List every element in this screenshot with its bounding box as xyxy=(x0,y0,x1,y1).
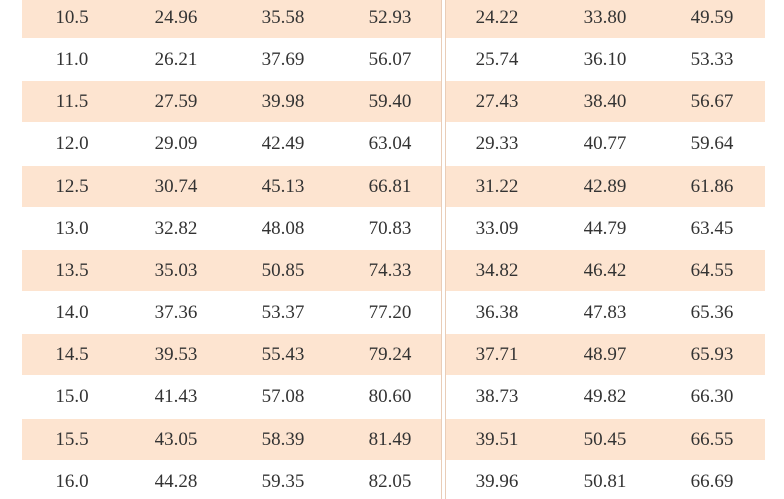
table-cell: 33.80 xyxy=(583,7,627,28)
table-cell: 59.64 xyxy=(690,133,734,155)
table-cell: 37.71 xyxy=(475,344,519,366)
table-cell: 29.33 xyxy=(475,133,519,155)
table-row: 15.0 41.43 57.08 80.60 38.73 49.82 66.30 xyxy=(22,376,765,417)
table-cell: 16.0 xyxy=(55,470,89,492)
table-cell: 55.43 xyxy=(261,344,305,366)
table-cell: 44.79 xyxy=(583,217,627,239)
table-cell: 38.73 xyxy=(475,386,519,408)
table-row: 16.0 44.28 59.35 82.05 39.96 50.81 66.69 xyxy=(22,461,765,499)
table-row: 11.0 26.21 37.69 56.07 25.74 36.10 53.33 xyxy=(22,39,765,80)
table-cell: 37.69 xyxy=(261,49,305,71)
table-row: 13.0 32.82 48.08 70.83 33.09 44.79 63.45 xyxy=(22,208,765,249)
table-row: 10.5 24.96 35.58 52.93 24.22 33.80 49.59 xyxy=(22,0,765,38)
table-cell: 38.40 xyxy=(583,91,627,113)
table-cell: 45.13 xyxy=(261,175,305,197)
table-cell: 50.81 xyxy=(583,470,627,492)
table-cell: 10.5 xyxy=(55,7,89,28)
table-cell: 66.55 xyxy=(690,428,734,450)
table-row: 14.5 39.53 55.43 79.24 37.71 48.97 65.93 xyxy=(22,334,765,376)
table-cell: 24.96 xyxy=(154,7,198,28)
table-cell: 39.53 xyxy=(154,344,198,366)
table-cell: 66.69 xyxy=(690,470,734,492)
table-cell: 41.43 xyxy=(154,386,198,408)
table-cell: 61.86 xyxy=(690,175,734,197)
table-cell: 33.09 xyxy=(475,217,519,239)
table-cell: 12.0 xyxy=(55,133,89,155)
table-cell: 36.38 xyxy=(475,302,519,324)
table-cell: 37.36 xyxy=(154,302,198,324)
table-cell: 49.59 xyxy=(690,7,734,28)
table-cell: 39.98 xyxy=(261,91,305,113)
table-cell: 14.5 xyxy=(55,344,89,366)
table-cell: 29.09 xyxy=(154,133,198,155)
table-row: 12.0 29.09 42.49 63.04 29.33 40.77 59.64 xyxy=(22,123,765,164)
table-cell: 42.89 xyxy=(583,175,627,197)
table-cell: 34.82 xyxy=(475,259,519,281)
table-cell: 59.40 xyxy=(368,91,412,113)
table-cell: 47.83 xyxy=(583,302,627,324)
table-cell: 82.05 xyxy=(368,470,412,492)
table-cell: 39.51 xyxy=(475,428,519,450)
table-cell: 44.28 xyxy=(154,470,198,492)
table-row: 12.5 30.74 45.13 66.81 31.22 42.89 61.86 xyxy=(22,165,765,207)
table-cell: 12.5 xyxy=(55,175,89,197)
table-row: 15.5 43.05 58.39 81.49 39.51 50.45 66.55 xyxy=(22,418,765,460)
table-cell: 30.74 xyxy=(154,175,198,197)
table-cell: 13.0 xyxy=(55,217,89,239)
table-cell: 32.82 xyxy=(154,217,198,239)
table-row: 11.5 27.59 39.98 59.40 27.43 38.40 56.67 xyxy=(22,81,765,123)
table-cell: 43.05 xyxy=(154,428,198,450)
table-cell: 79.24 xyxy=(368,344,412,366)
table-cell: 27.43 xyxy=(475,91,519,113)
table-cell: 24.22 xyxy=(475,7,519,28)
table-cell: 40.77 xyxy=(583,133,627,155)
table-cell: 36.10 xyxy=(583,49,627,71)
table-cell: 31.22 xyxy=(475,175,519,197)
table-cell: 48.08 xyxy=(261,217,305,239)
table-row: 13.5 35.03 50.85 74.33 34.82 46.42 64.55 xyxy=(22,249,765,291)
table-cell: 35.03 xyxy=(154,259,198,281)
table-cell: 66.30 xyxy=(690,386,734,408)
table-cell: 64.55 xyxy=(690,259,734,281)
table-cell: 42.49 xyxy=(261,133,305,155)
table-cell: 15.5 xyxy=(55,428,89,450)
table-cell: 15.0 xyxy=(55,386,89,408)
table-cell: 11.5 xyxy=(55,91,89,113)
table-cell: 59.35 xyxy=(261,470,305,492)
table-cell: 77.20 xyxy=(368,302,412,324)
table-cell: 26.21 xyxy=(154,49,198,71)
table-cell: 65.36 xyxy=(690,302,734,324)
table-cell: 66.81 xyxy=(368,175,412,197)
table-cell: 48.97 xyxy=(583,344,627,366)
table-cell: 81.49 xyxy=(368,428,412,450)
table-cell: 74.33 xyxy=(368,259,412,281)
column-divider xyxy=(441,0,446,499)
table-row: 14.0 37.36 53.37 77.20 36.38 47.83 65.36 xyxy=(22,292,765,333)
table-cell: 56.67 xyxy=(690,91,734,113)
table-cell: 14.0 xyxy=(55,302,89,324)
table-cell: 50.85 xyxy=(261,259,305,281)
table-cell: 80.60 xyxy=(368,386,412,408)
table-cell: 65.93 xyxy=(690,344,734,366)
table-cell: 25.74 xyxy=(475,49,519,71)
table-cell: 39.96 xyxy=(475,470,519,492)
table-cell: 52.93 xyxy=(368,7,412,28)
table-cell: 27.59 xyxy=(154,91,198,113)
table-cell: 57.08 xyxy=(261,386,305,408)
table-cell: 49.82 xyxy=(583,386,627,408)
table-cell: 50.45 xyxy=(583,428,627,450)
table-cell: 53.33 xyxy=(690,49,734,71)
table-cell: 35.58 xyxy=(261,7,305,28)
table-cell: 13.5 xyxy=(55,259,89,281)
table-cell: 70.83 xyxy=(368,217,412,239)
table-cell: 58.39 xyxy=(261,428,305,450)
table-cell: 63.04 xyxy=(368,133,412,155)
table-cell: 63.45 xyxy=(690,217,734,239)
table-cell: 46.42 xyxy=(583,259,627,281)
table-cell: 11.0 xyxy=(55,49,89,71)
table-cell: 53.37 xyxy=(261,302,305,324)
table-cell: 56.07 xyxy=(368,49,412,71)
